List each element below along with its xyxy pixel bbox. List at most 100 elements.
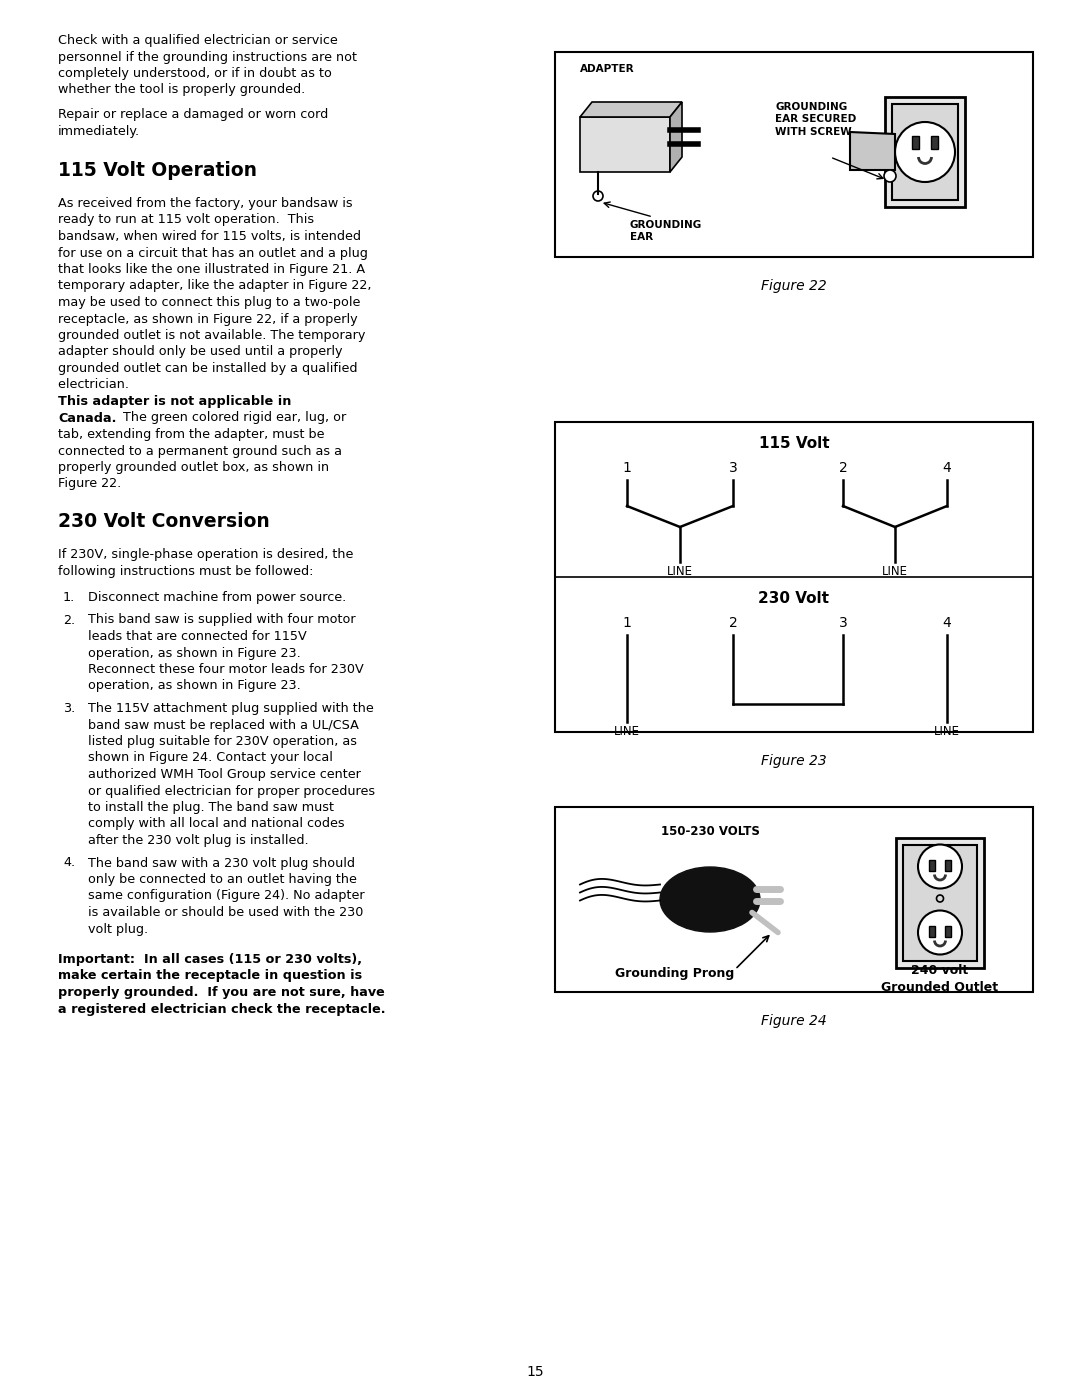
Text: GROUNDING
EAR: GROUNDING EAR [630,219,702,243]
Text: LINE: LINE [934,725,960,738]
Text: LINE: LINE [882,564,908,578]
Bar [929,925,935,936]
Text: Figure 23: Figure 23 [761,754,827,768]
Text: is available or should be used with the 230: is available or should be used with the … [87,907,363,919]
Text: 150-230 VOLTS: 150-230 VOLTS [661,826,759,838]
Text: 15: 15 [526,1365,544,1379]
Text: Repair or replace a damaged or worn cord: Repair or replace a damaged or worn cord [58,108,328,122]
Text: same configuration (Figure 24). No adapter: same configuration (Figure 24). No adapt… [87,890,365,902]
Text: may be used to connect this plug to a two-pole: may be used to connect this plug to a tw… [58,296,361,309]
Text: The band saw with a 230 volt plug should: The band saw with a 230 volt plug should [87,856,355,869]
Polygon shape [670,102,681,172]
Text: operation, as shown in Figure 23.: operation, as shown in Figure 23. [87,647,300,659]
Circle shape [593,191,603,201]
Text: receptacle, as shown in Figure 22, if a properly: receptacle, as shown in Figure 22, if a … [58,313,357,326]
Text: make certain the receptacle in question is: make certain the receptacle in question … [58,970,362,982]
Text: completely understood, or if in doubt as to: completely understood, or if in doubt as… [58,67,332,80]
Bar [885,96,966,207]
Text: listed plug suitable for 230V operation, as: listed plug suitable for 230V operation,… [87,735,357,747]
Text: leads that are connected for 115V: leads that are connected for 115V [87,630,307,643]
Text: a registered electrician check the receptacle.: a registered electrician check the recep… [58,1003,386,1016]
Polygon shape [580,117,670,172]
Text: As received from the factory, your bandsaw is: As received from the factory, your bands… [58,197,353,210]
Text: ADAPTER: ADAPTER [580,64,635,74]
Text: comply with all local and national codes: comply with all local and national codes [87,817,345,830]
Text: 1: 1 [622,616,632,630]
Circle shape [918,845,962,888]
Text: ready to run at 115 volt operation.  This: ready to run at 115 volt operation. This [58,214,314,226]
Text: electrician.: electrician. [58,379,133,391]
Text: immediately.: immediately. [58,124,140,137]
Text: operation, as shown in Figure 23.: operation, as shown in Figure 23. [87,679,300,693]
Text: 240 volt
Grounded Outlet: 240 volt Grounded Outlet [881,964,999,995]
Polygon shape [850,131,895,170]
Text: Disconnect machine from power source.: Disconnect machine from power source. [87,591,347,604]
Text: volt plug.: volt plug. [87,922,148,936]
Text: Figure 22.: Figure 22. [58,478,121,490]
Text: personnel if the grounding instructions are not: personnel if the grounding instructions … [58,50,357,63]
Text: If 230V, single-phase operation is desired, the: If 230V, single-phase operation is desir… [58,548,353,562]
Ellipse shape [660,868,760,932]
Text: 3: 3 [729,461,738,475]
Text: 1.: 1. [63,591,76,604]
Text: bandsaw, when wired for 115 volts, is intended: bandsaw, when wired for 115 volts, is in… [58,231,361,243]
Text: adapter should only be used until a properly: adapter should only be used until a prop… [58,345,342,359]
Bar [555,52,1032,257]
Text: following instructions must be followed:: following instructions must be followed: [58,564,313,577]
Text: tab, extending from the adapter, must be: tab, extending from the adapter, must be [58,427,324,441]
Text: Important:  In all cases (115 or 230 volts),: Important: In all cases (115 or 230 volt… [58,953,362,965]
Text: This band saw is supplied with four motor: This band saw is supplied with four moto… [87,613,355,626]
Text: 3.: 3. [63,703,76,715]
Circle shape [895,122,955,182]
Text: LINE: LINE [667,564,693,578]
Text: Figure 24: Figure 24 [761,1014,827,1028]
Bar [912,136,919,149]
Text: that looks like the one illustrated in Figure 21. A: that looks like the one illustrated in F… [58,263,365,277]
Circle shape [918,911,962,954]
Text: 230 Volt Conversion: 230 Volt Conversion [58,511,270,531]
Bar [892,103,958,200]
Text: LINE: LINE [615,725,640,738]
Text: 3: 3 [839,616,848,630]
Text: properly grounded outlet box, as shown in: properly grounded outlet box, as shown i… [58,461,329,474]
Text: connected to a permanent ground such as a: connected to a permanent ground such as … [58,444,342,457]
Text: 1: 1 [622,461,632,475]
Text: grounded outlet can be installed by a qualified: grounded outlet can be installed by a qu… [58,362,357,374]
Text: 4.: 4. [63,856,76,869]
Text: to install the plug. The band saw must: to install the plug. The band saw must [87,800,334,814]
Text: GROUNDING
EAR SECURED
WITH SCREW: GROUNDING EAR SECURED WITH SCREW [775,102,856,137]
Bar [945,859,951,870]
Text: or qualified electrician for proper procedures: or qualified electrician for proper proc… [87,785,375,798]
Bar [903,845,977,961]
Circle shape [885,170,896,182]
Text: 115 Volt: 115 Volt [758,436,829,451]
Text: The green colored rigid ear, lug, or: The green colored rigid ear, lug, or [114,412,347,425]
Bar [945,925,951,936]
Text: 4: 4 [943,461,951,475]
Text: 2.: 2. [63,613,76,626]
Text: Figure 22: Figure 22 [761,279,827,293]
Text: The 115V attachment plug supplied with the: The 115V attachment plug supplied with t… [87,703,374,715]
Bar [555,807,1032,992]
Text: Reconnect these four motor leads for 230V: Reconnect these four motor leads for 230… [87,664,364,676]
Text: 230 Volt: 230 Volt [758,591,829,606]
Text: 115 Volt Operation: 115 Volt Operation [58,161,257,180]
Bar [896,837,984,968]
Bar [931,136,939,149]
Text: band saw must be replaced with a UL/CSA: band saw must be replaced with a UL/CSA [87,718,359,732]
Text: for use on a circuit that has an outlet and a plug: for use on a circuit that has an outlet … [58,246,368,260]
Text: grounded outlet is not available. The temporary: grounded outlet is not available. The te… [58,330,365,342]
Text: Grounding Prong: Grounding Prong [615,967,734,979]
Text: 2: 2 [729,616,738,630]
Bar [555,422,1032,732]
Text: temporary adapter, like the adapter in Figure 22,: temporary adapter, like the adapter in F… [58,279,372,292]
Text: authorized WMH Tool Group service center: authorized WMH Tool Group service center [87,768,361,781]
Text: whether the tool is properly grounded.: whether the tool is properly grounded. [58,84,306,96]
Text: after the 230 volt plug is installed.: after the 230 volt plug is installed. [87,834,309,847]
Text: This adapter is not applicable in: This adapter is not applicable in [58,395,292,408]
Text: 2: 2 [839,461,848,475]
Text: only be connected to an outlet having the: only be connected to an outlet having th… [87,873,356,886]
Text: properly grounded.  If you are not sure, have: properly grounded. If you are not sure, … [58,986,384,999]
Bar [929,859,935,870]
Text: Check with a qualified electrician or service: Check with a qualified electrician or se… [58,34,338,47]
